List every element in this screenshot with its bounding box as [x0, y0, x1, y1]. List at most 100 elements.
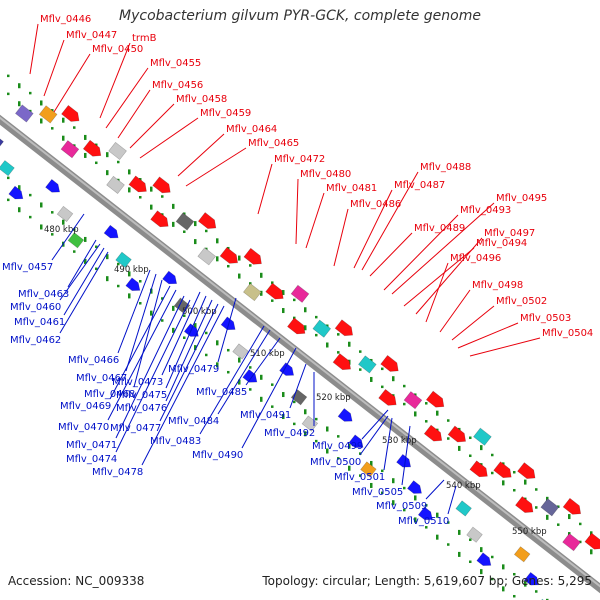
gene-feature: [287, 317, 306, 335]
bottom-gene-label: Mflv_0499: [312, 441, 363, 452]
gene-feature: [334, 319, 354, 337]
top-label-leader: [469, 337, 541, 357]
gene-box: [403, 391, 423, 410]
gene-feature: [243, 283, 262, 302]
bottom-gene-label: Mflv_0460: [10, 302, 61, 313]
tick-mark: [161, 213, 164, 216]
tick-mark: [172, 305, 175, 311]
gene-box: [540, 498, 560, 517]
gene-arrow: [220, 316, 236, 331]
tick-mark: [304, 431, 307, 437]
tick-mark: [414, 411, 417, 417]
gene-feature: [540, 498, 560, 517]
tick-mark: [172, 203, 175, 209]
tick-mark: [161, 297, 164, 300]
tick-mark: [579, 540, 582, 544]
tick-mark: [51, 233, 54, 236]
bottom-gene-label: Mflv_0490: [192, 450, 243, 461]
gene-feature: [279, 362, 295, 376]
tick-mark: [238, 357, 241, 363]
tick-mark: [381, 491, 384, 495]
tick-mark: [458, 445, 461, 451]
tick-mark: [425, 420, 428, 423]
tick-mark: [51, 127, 54, 130]
tick-mark: [84, 134, 87, 140]
gene-arrow: [128, 175, 147, 193]
tick-mark: [84, 152, 87, 158]
tick-mark: [106, 276, 109, 282]
gene-box: [106, 175, 125, 194]
tick-mark: [458, 551, 461, 557]
tick-mark: [326, 448, 329, 454]
tick-mark: [337, 333, 340, 336]
gene-arrow: [493, 461, 512, 479]
top-label-leader: [99, 42, 131, 119]
top-label-leader: [439, 289, 471, 333]
tick-mark: [7, 176, 10, 180]
tick-mark: [84, 236, 87, 242]
gene-box: [312, 319, 332, 338]
bottom-label-leader: [115, 295, 185, 439]
tick-mark: [205, 353, 208, 357]
tick-mark: [249, 282, 252, 285]
bottom-gene-label: Mflv_0466: [68, 355, 119, 366]
tick-mark: [491, 577, 494, 581]
bottom-gene-label: Mflv_0492: [264, 428, 315, 439]
top-gene-label: Mflv_0487: [394, 180, 445, 191]
top-label-leader: [415, 237, 483, 315]
top-gene-label: Mflv_0447: [66, 30, 117, 41]
gene-feature: [243, 247, 262, 265]
bottom-label-leader: [141, 305, 225, 466]
top-label-leader: [451, 305, 495, 341]
gene-feature: [425, 390, 445, 408]
tick-mark: [480, 569, 483, 575]
tick-mark: [194, 345, 197, 351]
gene-feature: [312, 319, 332, 338]
kbp-label: 490 kbp: [114, 265, 149, 275]
tick-mark: [106, 254, 109, 260]
bottom-gene-label: Mflv_0461: [14, 317, 65, 328]
tick-mark: [62, 219, 65, 225]
tick-mark: [282, 392, 285, 398]
gene-feature: [358, 355, 377, 374]
gene-arrow: [334, 319, 354, 337]
top-label-leader: [257, 163, 273, 215]
tick-mark: [546, 598, 549, 600]
bottom-gene-label: Mflv_0483: [150, 436, 201, 447]
tick-mark: [7, 92, 10, 96]
gene-feature: [476, 552, 492, 566]
tick-mark: [249, 366, 252, 369]
gene-feature: [466, 526, 483, 543]
top-label-leader: [391, 202, 495, 295]
gene-box: [290, 284, 310, 303]
top-label-leader: [53, 53, 91, 113]
bottom-label-leader: [159, 303, 219, 422]
kbp-label: 520 kbp: [316, 393, 351, 403]
gene-box: [301, 415, 319, 432]
tick-mark: [29, 91, 32, 95]
top-label-leader: [29, 23, 39, 75]
gene-arrow: [447, 425, 467, 443]
gene-arrow: [524, 571, 539, 586]
tick-mark: [40, 202, 43, 208]
bottom-gene-label: Mflv_0475: [116, 390, 167, 401]
bottom-gene-label: Mflv_0476: [116, 403, 167, 414]
bottom-label-leader: [425, 479, 445, 500]
tick-mark: [491, 471, 494, 475]
tick-mark: [18, 83, 21, 89]
gene-arrow: [243, 247, 262, 265]
gene-arrow: [417, 506, 433, 521]
tick-mark: [403, 402, 406, 406]
tick-mark: [502, 586, 505, 592]
tick-mark: [590, 549, 593, 555]
bottom-label-leader: [383, 417, 393, 471]
backbone-highlight: [0, 116, 600, 588]
bottom-gene-label: Mflv_0484: [168, 416, 219, 427]
bottom-gene-label: Mflv_0467: [76, 373, 127, 384]
tick-mark: [51, 211, 54, 214]
gene-box: [0, 133, 4, 150]
genome-info-label: Topology: circular; Length: 5,619,607 bp…: [262, 574, 592, 588]
bottom-gene-label: Mflv_0491: [240, 410, 291, 421]
gene-feature: [56, 205, 74, 223]
